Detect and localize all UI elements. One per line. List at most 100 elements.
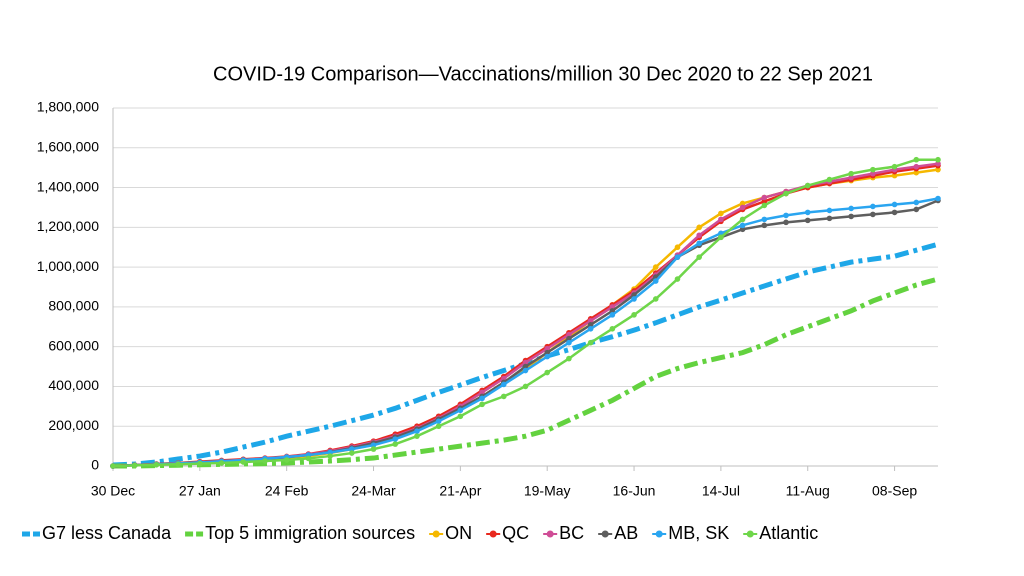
- series-point: [587, 318, 594, 324]
- series-point: [935, 195, 941, 202]
- series-point: [783, 190, 789, 197]
- legend-label: MB, SK: [668, 523, 729, 543]
- series-point: [587, 325, 594, 332]
- series-point: [935, 156, 941, 163]
- series-point: [935, 166, 941, 173]
- series-line: [112, 241, 939, 468]
- series-point: [110, 463, 116, 469]
- x-tick-label: 19-May: [524, 483, 571, 499]
- series-point: [870, 166, 876, 173]
- legend-label: Atlantic: [759, 523, 818, 543]
- series-point: [479, 389, 485, 396]
- series-point: [891, 209, 898, 216]
- y-tick-label: 200,000: [48, 417, 99, 433]
- series-point: [370, 446, 377, 452]
- series-point: [349, 446, 355, 452]
- series-point: [544, 369, 551, 376]
- legend-label: AB: [614, 523, 638, 543]
- y-tick-label: 1,200,000: [37, 218, 99, 234]
- legend-marker: [432, 530, 440, 538]
- x-tick-label: 08-Sep: [872, 483, 917, 499]
- y-tick-label: 1,800,000: [37, 99, 99, 115]
- x-tick-label: 24-Mar: [351, 483, 396, 499]
- y-tick-label: 0: [91, 457, 99, 473]
- series-line: [112, 158, 938, 468]
- series-point: [761, 194, 768, 201]
- series-point: [500, 393, 507, 400]
- series-point: [131, 462, 138, 469]
- series-point: [414, 428, 420, 434]
- series-point: [544, 353, 551, 360]
- series-point: [848, 174, 854, 181]
- series-point: [240, 459, 247, 465]
- legend-label: BC: [559, 523, 584, 543]
- series-point: [718, 216, 724, 223]
- x-tick-label: 14-Jul: [702, 483, 740, 499]
- series-point: [652, 264, 659, 270]
- series-point: [153, 462, 160, 468]
- x-tick-label: 21-Apr: [439, 483, 481, 499]
- series-point: [739, 200, 746, 207]
- series-point: [631, 312, 637, 318]
- series-point: [609, 325, 616, 332]
- series-point: [913, 206, 920, 213]
- series-point: [870, 170, 876, 177]
- series-point: [696, 254, 702, 260]
- series-point: [435, 423, 442, 430]
- series-point: [848, 205, 854, 212]
- series-point: [479, 395, 485, 402]
- x-tick-label: 27 Jan: [179, 483, 221, 499]
- series-point: [544, 349, 551, 356]
- series-point: [761, 216, 768, 223]
- series-point: [848, 213, 854, 220]
- series-line: [113, 276, 939, 469]
- series-point: [587, 339, 594, 346]
- series-point: [913, 156, 920, 163]
- x-tick-label: 16-Jun: [613, 483, 656, 499]
- chart-title: COVID-19 Comparison—Vaccinations/million…: [213, 63, 873, 85]
- y-tick-label: 1,000,000: [37, 258, 99, 274]
- series-point: [522, 359, 529, 366]
- series-point: [935, 160, 941, 167]
- series-point: [783, 212, 789, 219]
- series-point: [522, 363, 529, 370]
- series-point: [305, 455, 312, 462]
- x-tick-label: 24 Feb: [265, 483, 309, 499]
- y-tick-label: 800,000: [48, 298, 99, 314]
- series-point: [392, 441, 399, 447]
- y-tick-label: 1,400,000: [37, 178, 99, 194]
- series-point: [913, 163, 920, 170]
- series-point: [826, 176, 833, 183]
- x-tick-label: 30 Dec: [91, 483, 135, 499]
- series-point: [631, 296, 637, 302]
- series-point: [674, 254, 681, 260]
- y-tick-label: 1,600,000: [37, 138, 99, 154]
- series-point: [826, 207, 833, 214]
- series-point: [870, 203, 876, 210]
- series-point: [197, 460, 203, 467]
- series-point: [891, 163, 898, 170]
- series-point: [674, 244, 681, 251]
- series-point: [783, 219, 789, 226]
- series-point: [804, 217, 811, 224]
- series-point: [566, 335, 572, 342]
- series-line: [112, 162, 939, 468]
- legend-marker: [655, 530, 663, 538]
- series-point: [392, 436, 399, 442]
- legend-label: Top 5 immigration sources: [205, 523, 415, 543]
- series-point: [696, 232, 702, 239]
- series-point: [609, 312, 616, 318]
- series-point: [913, 199, 920, 206]
- series-point: [349, 450, 355, 456]
- series-point: [370, 442, 377, 448]
- series-point: [566, 339, 572, 346]
- series-point: [718, 210, 724, 217]
- legend-label: QC: [502, 523, 529, 543]
- series-point: [848, 170, 854, 177]
- series-point: [479, 401, 485, 408]
- series-point: [566, 355, 572, 362]
- series-line: [112, 168, 939, 468]
- series-point: [609, 304, 616, 310]
- series-point: [870, 211, 876, 218]
- series-point: [804, 209, 811, 216]
